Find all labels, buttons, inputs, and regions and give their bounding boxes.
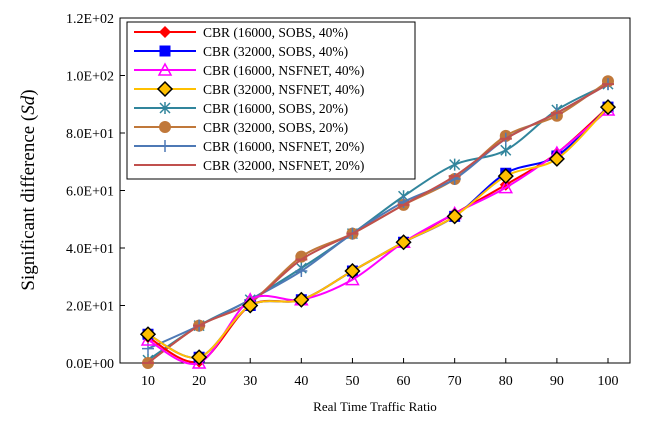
x-tick-label: 100 bbox=[598, 374, 619, 389]
y-tick-label: 1.2E+02 bbox=[66, 12, 114, 27]
legend-item: CBR (32000, SOBS, 20%) bbox=[134, 120, 348, 135]
y-axis-title-end: ) bbox=[18, 89, 39, 95]
x-tick-label: 90 bbox=[550, 374, 564, 389]
legend: CBR (16000, SOBS, 40%) CBR (32000, SOBS, … bbox=[126, 21, 416, 180]
y-axis: 0.0E+00 2.0E+01 4.0E+01 6.0E+01 8.0E+01 1.0E+… bbox=[66, 12, 125, 372]
legend-swatch-marker bbox=[159, 140, 171, 152]
legend-swatch-marker bbox=[159, 102, 171, 114]
data-point bbox=[191, 349, 208, 366]
data-point bbox=[548, 150, 565, 167]
data-point bbox=[500, 144, 512, 157]
legend-label: CBR (16000, NSFNET, 20%) bbox=[203, 139, 364, 154]
legend-swatch-marker bbox=[159, 26, 171, 38]
x-tick-label: 40 bbox=[294, 374, 308, 389]
data-point bbox=[140, 332, 156, 346]
series-line bbox=[147, 106, 609, 359]
y-tick-label: 2.0E+01 bbox=[66, 300, 114, 315]
legend-swatch-marker bbox=[156, 80, 174, 98]
x-tick-label: 60 bbox=[397, 374, 411, 389]
y-tick-label: 4.0E+01 bbox=[66, 242, 114, 257]
x-tick-label: 70 bbox=[448, 374, 462, 389]
legend-swatch-marker bbox=[157, 62, 173, 76]
data-point bbox=[191, 355, 207, 369]
data-point bbox=[242, 297, 259, 314]
data-point bbox=[395, 234, 412, 251]
data-point bbox=[497, 168, 514, 185]
data-point bbox=[293, 291, 310, 308]
y-axis-title-italic: Sd bbox=[18, 95, 39, 115]
y-tick-label: 1.0E+02 bbox=[66, 70, 114, 85]
legend-label: CBR (32000, SOBS, 40%) bbox=[203, 44, 348, 59]
legend-items: CBR (16000, SOBS, 40%) CBR (32000, SOBS, … bbox=[134, 25, 364, 173]
legend-item: CBR (32000, NSFNET, 40%) bbox=[134, 80, 364, 98]
y-tick-label: 8.0E+01 bbox=[66, 127, 114, 142]
legend-item: CBR (16000, SOBS, 40%) bbox=[134, 25, 348, 40]
legend-label: CBR (16000, SOBS, 40%) bbox=[203, 25, 348, 40]
x-tick-label: 20 bbox=[192, 374, 206, 389]
legend-item: CBR (32000, NSFNET, 20%) bbox=[134, 158, 364, 173]
data-point bbox=[449, 158, 461, 171]
series-4 bbox=[139, 99, 617, 366]
data-point bbox=[498, 180, 514, 194]
legend-item: CBR (16000, NSFNET, 20%) bbox=[134, 139, 364, 154]
legend-swatch-marker bbox=[159, 45, 171, 57]
x-tick-label: 80 bbox=[499, 374, 513, 389]
legend-item: CBR (32000, SOBS, 40%) bbox=[134, 44, 348, 59]
x-tick-label: 30 bbox=[243, 374, 257, 389]
x-tick-label: 50 bbox=[345, 374, 359, 389]
legend-label: CBR (32000, SOBS, 20%) bbox=[203, 120, 348, 135]
legend-label: CBR (16000, NSFNET, 40%) bbox=[203, 63, 364, 78]
data-point bbox=[446, 208, 463, 225]
y-tick-label: 0.0E+00 bbox=[66, 357, 114, 372]
x-tick-label: 10 bbox=[141, 374, 155, 389]
x-axis-title: Real Time Traffic Ratio bbox=[313, 399, 437, 414]
legend-label: CBR (16000, SOBS, 20%) bbox=[203, 101, 348, 116]
data-point bbox=[345, 272, 360, 286]
legend-item: CBR (16000, NSFNET, 40%) bbox=[134, 62, 364, 78]
y-tick-label: 6.0E+01 bbox=[66, 185, 114, 200]
x-axis: 10 20 30 40 50 60 70 80 90 100 bbox=[141, 358, 619, 389]
data-point bbox=[139, 326, 157, 343]
legend-item: CBR (16000, SOBS, 20%) bbox=[134, 101, 348, 116]
legend-label: CBR (32000, NSFNET, 20%) bbox=[203, 158, 364, 173]
data-point bbox=[344, 262, 361, 280]
data-point bbox=[599, 99, 617, 116]
legend-box bbox=[126, 21, 416, 180]
y-axis-title-main: Significant difference ( bbox=[18, 115, 39, 291]
series-line bbox=[147, 83, 609, 364]
legend-label: CBR (32000, NSFNET, 40%) bbox=[203, 82, 364, 97]
legend-swatch-marker bbox=[159, 121, 171, 133]
series-layer bbox=[139, 75, 617, 369]
data-point bbox=[295, 265, 308, 277]
y-axis-title: Significant difference (Sd) bbox=[18, 89, 39, 290]
